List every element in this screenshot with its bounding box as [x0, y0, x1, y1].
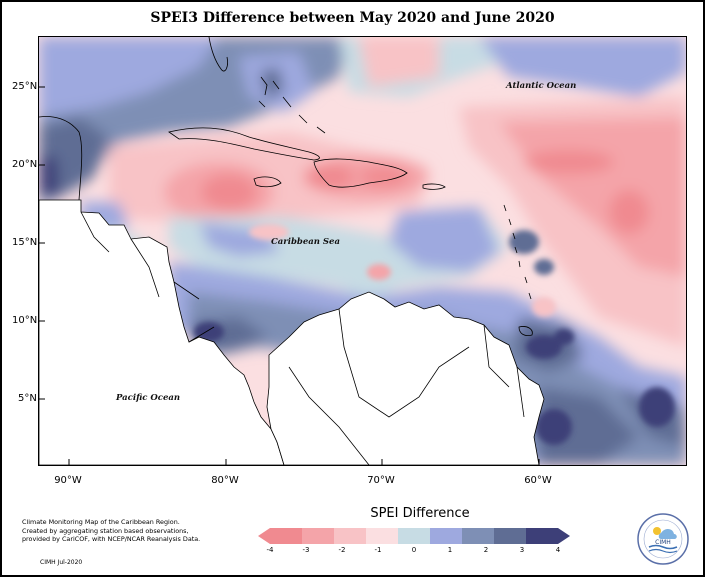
legend-swatch: [462, 528, 495, 544]
graticule-ticks: [39, 86, 540, 465]
legend-colorbar: [258, 528, 570, 544]
legend-tick-label: -3: [302, 546, 310, 554]
legend-swatch: [334, 528, 367, 544]
lat-label-5n: 5°N: [18, 393, 37, 404]
lat-label-25n: 25°N: [12, 81, 38, 92]
spei-detail: [137, 224, 675, 445]
footnote-line-2: Created by aggregating station based obs…: [22, 526, 189, 535]
legend-swatch: [526, 528, 570, 544]
lat-label-10n: 10°N: [12, 315, 38, 326]
legend-tick-label: 0: [411, 546, 417, 554]
legend-tick-label: -1: [374, 546, 382, 554]
legend-swatches: [258, 528, 570, 544]
legend-tick-label: 1: [447, 546, 453, 554]
lon-label-60w: 60°W: [524, 475, 552, 486]
map-title: SPEI3 Difference between May 2020 and Ju…: [150, 10, 555, 26]
legend-swatch: [430, 528, 463, 544]
lon-label-80w: 80°W: [211, 475, 239, 486]
legend-swatch: [302, 528, 335, 544]
footnote-line-1: Climate Monitoring Map of the Caribbean …: [22, 518, 180, 526]
lon-label-70w: 70°W: [367, 475, 395, 486]
legend-title: SPEI Difference: [370, 506, 470, 521]
footnote: Climate Monitoring Map of the Caribbean …: [22, 518, 212, 544]
legend-swatch: [398, 528, 431, 544]
legend-swatch: [366, 528, 399, 544]
lat-label-20n: 20°N: [12, 159, 38, 170]
legend-swatch: [494, 528, 527, 544]
label-pacific-ocean: Pacific Ocean: [116, 393, 181, 403]
label-caribbean-sea: Caribbean Sea: [271, 237, 340, 247]
legend-tick-label: 2: [483, 546, 489, 554]
legend-tick-label: 4: [555, 546, 561, 554]
coastlines: [39, 37, 533, 465]
legend-tick-label: 3: [519, 546, 525, 554]
legend-swatch: [258, 528, 302, 544]
logo-text: CIMH: [655, 539, 671, 546]
spei-map-svg: [39, 37, 686, 465]
legend-tick-label: -2: [338, 546, 346, 554]
label-atlantic-ocean: Atlantic Ocean: [506, 81, 577, 91]
legend-tick-label: -4: [266, 546, 274, 554]
credit-text: CIMH Jul-2020: [40, 559, 83, 566]
lat-label-15n: 15°N: [12, 237, 38, 248]
spei-map: [38, 36, 687, 466]
cimh-logo-icon: CIMH: [637, 513, 689, 565]
footnote-line-3: provided by CariCOF, with NCEP/NCAR Rean…: [22, 535, 201, 544]
lon-label-90w: 90°W: [54, 475, 82, 486]
land-no-data: [39, 199, 545, 465]
